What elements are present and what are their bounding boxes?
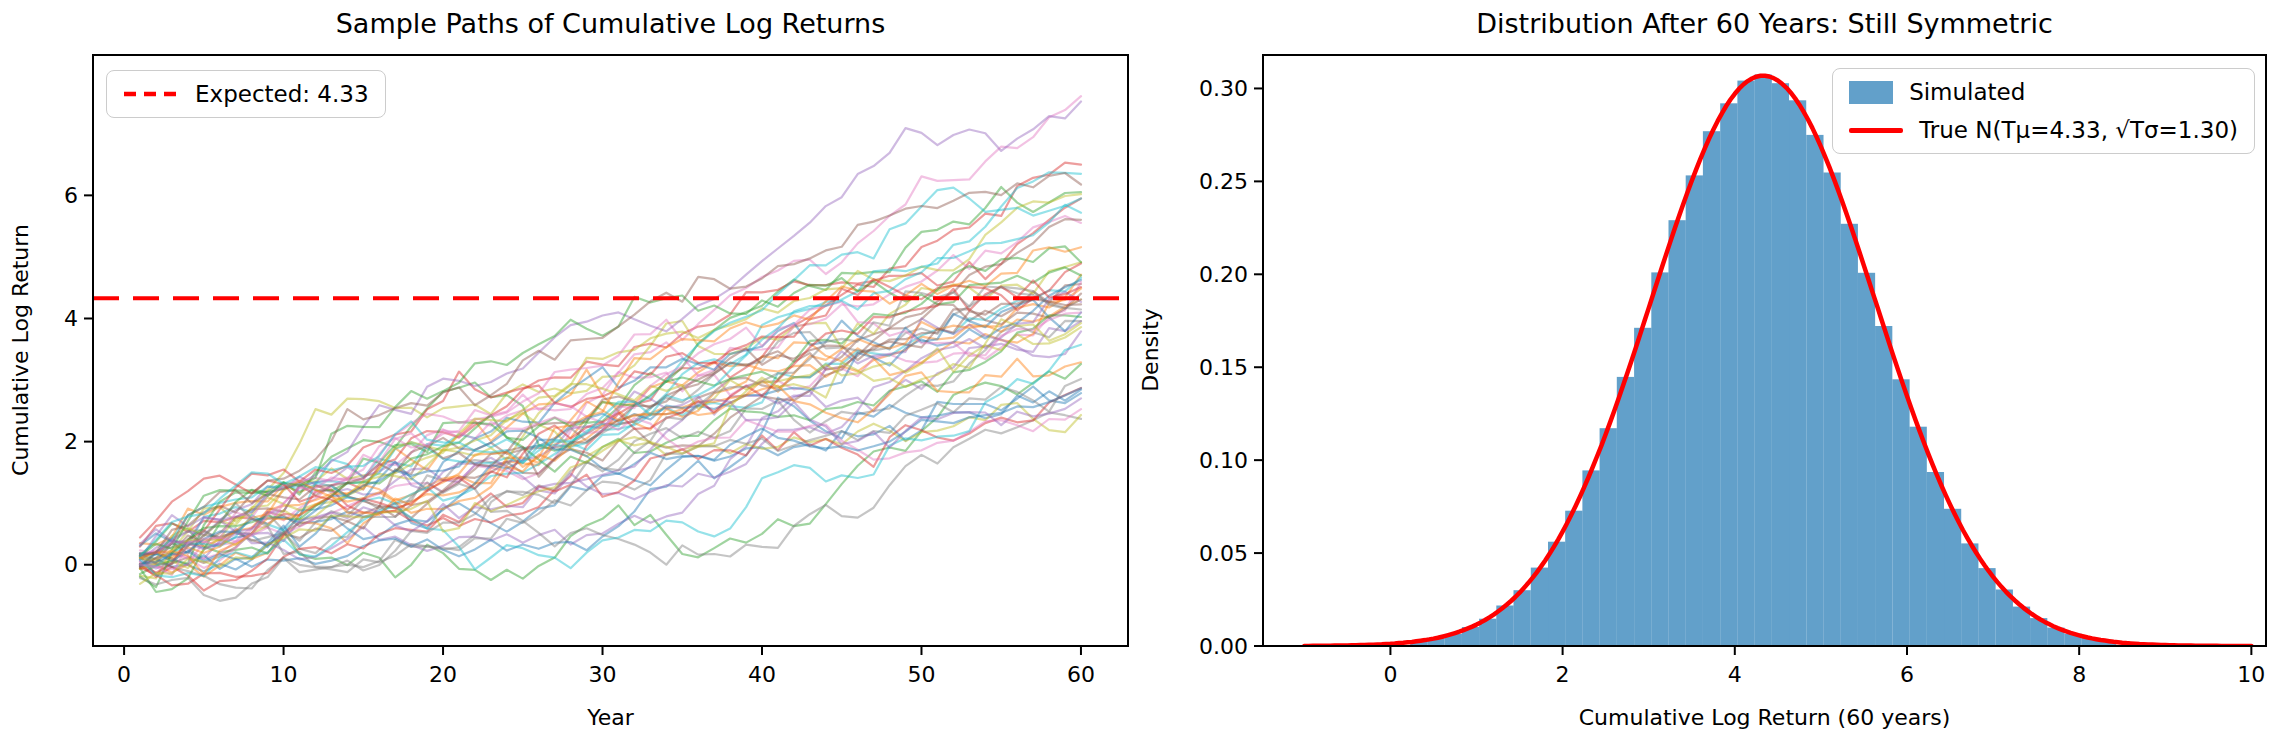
y-tick-label: 0.15 <box>1199 355 1248 380</box>
y-tick-label: 0.05 <box>1199 541 1248 566</box>
x-tick-label: 2 <box>1556 662 1570 687</box>
normal-curve-legend-label: True N(Tμ=4.33, √Tσ=1.30) <box>1919 115 2238 145</box>
x-tick-label: 6 <box>1900 662 1914 687</box>
y-tick-label: 6 <box>64 183 78 208</box>
normal-curve-line-sample <box>1849 128 1903 133</box>
histogram-bar <box>1669 220 1686 646</box>
histogram-bar <box>1875 326 1892 646</box>
y-tick-label: 0.00 <box>1199 634 1248 659</box>
histogram-bar <box>1944 509 1961 646</box>
histogram-bar <box>1703 131 1720 646</box>
y-tick-label: 0.20 <box>1199 262 1248 287</box>
x-tick-label: 60 <box>1067 662 1095 687</box>
histogram-bar <box>1634 328 1651 646</box>
right-xaxis-label: Cumulative Log Return (60 years) <box>1263 704 2266 732</box>
histogram-bar <box>1772 83 1789 646</box>
x-tick-label: 50 <box>907 662 935 687</box>
histogram-bar <box>1927 472 1944 646</box>
x-tick-label: 0 <box>1383 662 1397 687</box>
plot-area <box>140 96 1081 601</box>
histogram-bar <box>1737 81 1754 646</box>
histogram-bar <box>1892 379 1909 646</box>
left-legend-label: Expected: 4.33 <box>195 79 369 109</box>
histogram-bar <box>1582 470 1599 646</box>
x-tick-label: 0 <box>117 662 131 687</box>
histogram-bar <box>1910 427 1927 646</box>
x-tick-label: 20 <box>429 662 457 687</box>
y-tick-label: 0.25 <box>1199 169 1248 194</box>
x-tick-label: 8 <box>2072 662 2086 687</box>
y-tick-label: 0 <box>64 552 78 577</box>
figure: 0102030405060024602468100.000.050.100.15… <box>0 0 2284 748</box>
histogram-bar <box>1565 511 1582 646</box>
histogram-bar <box>1858 273 1875 646</box>
x-tick-label: 40 <box>748 662 776 687</box>
histogram-bar <box>1806 135 1823 646</box>
histogram-bar <box>1824 173 1841 647</box>
left-yaxis-label: Cumulative Log Return <box>7 150 37 550</box>
histogram-bar <box>1755 75 1772 647</box>
histogram-bar <box>1548 542 1565 646</box>
histogram-bar <box>1617 377 1634 646</box>
histogram-bar <box>1961 543 1978 646</box>
simulated-legend-label: Simulated <box>1909 77 2025 107</box>
right-chart-title: Distribution After 60 Years: Still Symme… <box>1263 8 2266 40</box>
histogram-bar <box>1686 175 1703 646</box>
histogram-bar <box>1720 103 1737 646</box>
histogram-bar <box>1651 272 1668 646</box>
y-tick-label: 4 <box>64 306 78 331</box>
simulated-histogram-sample <box>1849 81 1893 104</box>
x-tick-label: 10 <box>270 662 298 687</box>
left-chart-title: Sample Paths of Cumulative Log Returns <box>93 8 1128 40</box>
left-xaxis-label: Year <box>93 704 1128 732</box>
y-tick-label: 2 <box>64 429 78 454</box>
histogram-bar <box>1789 100 1806 646</box>
x-tick-label: 4 <box>1728 662 1742 687</box>
right-legend: Simulated True N(Tμ=4.33, √Tσ=1.30) <box>1832 68 2255 154</box>
plot-area <box>1304 75 2251 647</box>
left-legend: Expected: 4.33 <box>106 70 386 118</box>
sample-path <box>140 321 1081 560</box>
histogram-bar <box>1841 224 1858 646</box>
right-yaxis-label: Density <box>1137 150 1167 550</box>
expected-dashed-line-sample <box>123 90 179 98</box>
y-tick-label: 0.30 <box>1199 76 1248 101</box>
x-tick-label: 30 <box>589 662 617 687</box>
x-tick-label: 10 <box>2237 662 2265 687</box>
histogram-bar <box>1600 428 1617 646</box>
y-tick-label: 0.10 <box>1199 448 1248 473</box>
